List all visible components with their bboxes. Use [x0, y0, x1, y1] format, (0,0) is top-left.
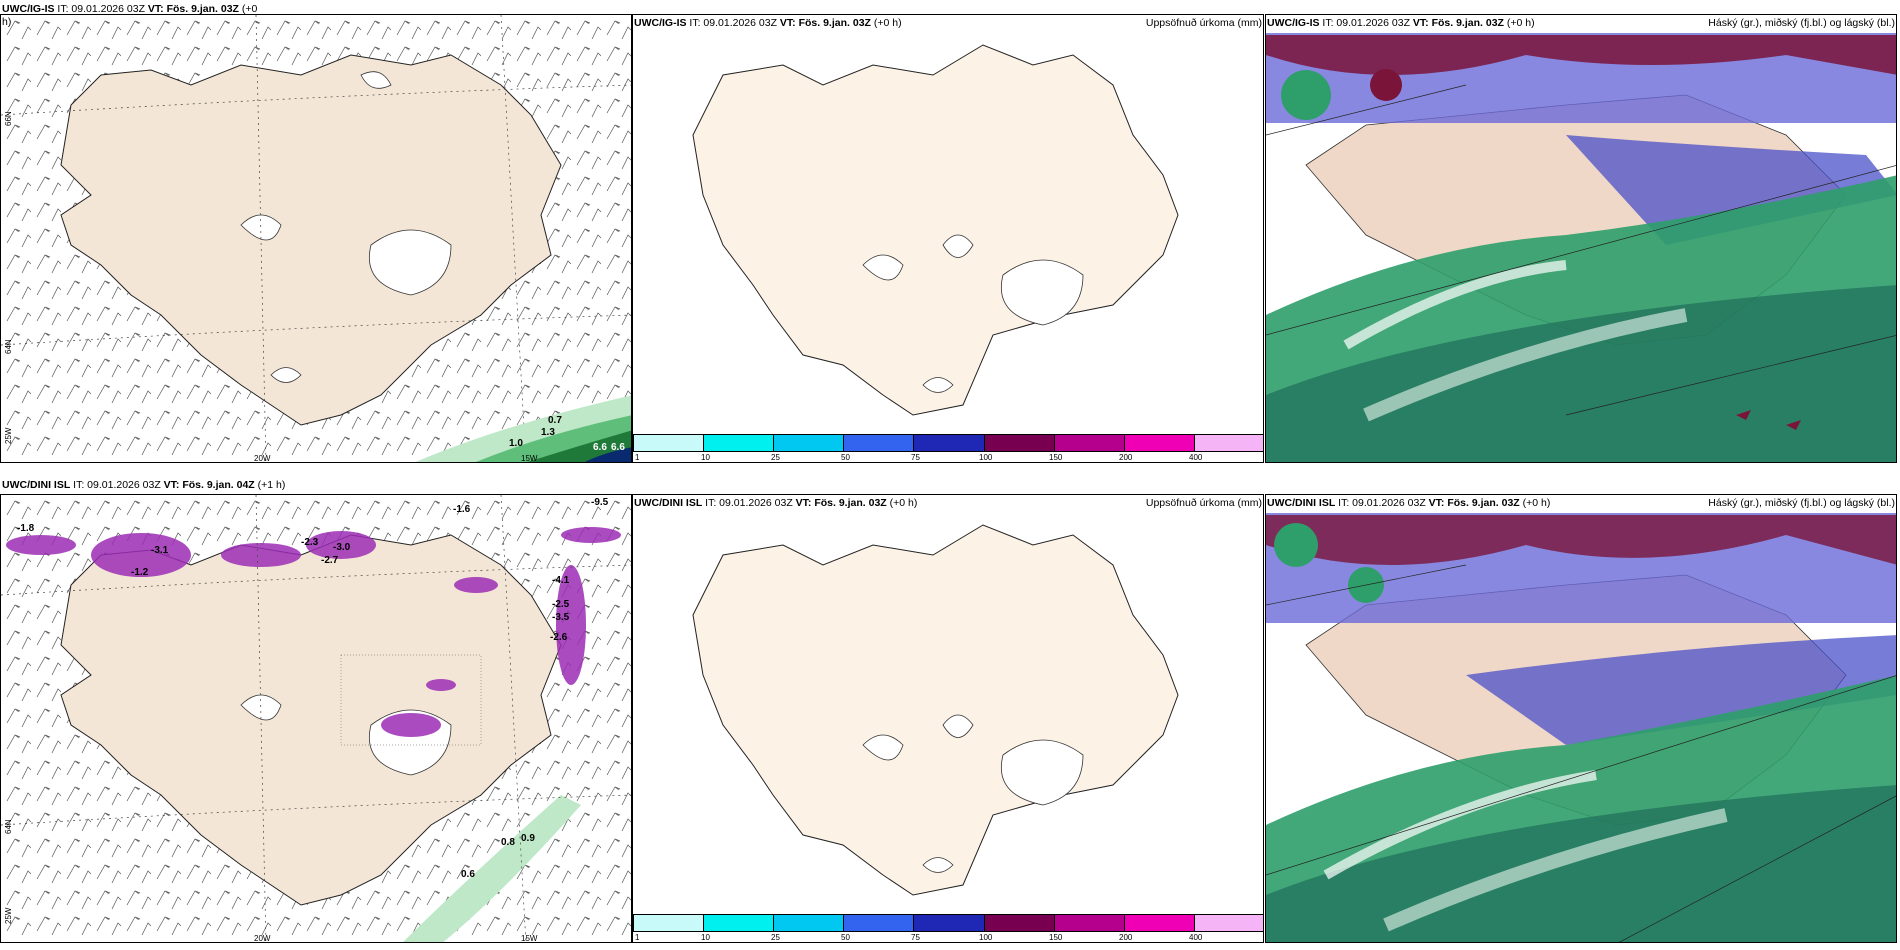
colorbar-tick: 150 — [1049, 453, 1063, 462]
colorbar-tick: 50 — [841, 453, 850, 462]
lon-label: 20W — [254, 454, 271, 463]
panel-wind-dini: -1.8 -1.6 -2.3 -3.0 -3.1 -1.2 -2.7 -4.1 … — [0, 479, 632, 943]
map-frame — [1265, 494, 1897, 943]
panel-title: UWC/IG-IS IT: 09.01.2026 03Z VT: Fös. 9.… — [2, 3, 258, 15]
colorbar-tick: 200 — [1119, 453, 1133, 462]
colorbar-tick: 150 — [1049, 933, 1063, 942]
colorbar-swatch — [634, 915, 705, 931]
temp-label: 0.7 — [548, 415, 562, 426]
map-frame: -1.8 -1.6 -2.3 -3.0 -3.1 -1.2 -2.7 -4.1 … — [0, 494, 632, 943]
temp-label: 0.9 — [521, 833, 535, 844]
colorbar-swatch — [984, 435, 1055, 451]
colorbar-tick: 1 — [635, 933, 640, 942]
colorbar-swatch — [844, 435, 915, 451]
colorbar-swatch — [774, 915, 845, 931]
colorbar-tick: 100 — [979, 453, 993, 462]
colorbar-swatch — [914, 435, 985, 451]
lon-label: 20W — [254, 934, 271, 943]
colorbar-tick: 50 — [841, 933, 850, 942]
panel-wind-igis: 0.7 1.0 1.3 6.6 6.6 20W 15W 66N 64N 25W … — [0, 3, 632, 463]
lat-label: 64N — [4, 819, 13, 834]
colorbar — [633, 914, 1263, 932]
panel-precip-dini: 1 10 25 50 75 100 150 200 400 UWC/DINI I… — [632, 494, 1264, 943]
temp-label: -1.2 — [131, 567, 149, 578]
lon-label: 15W — [521, 934, 538, 943]
temp-label: -2.6 — [550, 632, 568, 643]
colorbar-swatch — [1124, 915, 1195, 931]
colorbar-tick: 75 — [911, 453, 920, 462]
colorbar-tick: 75 — [911, 933, 920, 942]
colorbar-tick: 400 — [1189, 933, 1203, 942]
wind-map: -1.8 -1.6 -2.3 -3.0 -3.1 -1.2 -2.7 -4.1 … — [1, 495, 631, 943]
temp-label: 6.6 — [593, 442, 607, 453]
panel-title-wrap: h) — [2, 16, 12, 28]
colorbar-swatch — [774, 435, 845, 451]
temp-label: 1.3 — [541, 427, 555, 438]
temp-label: -2.7 — [321, 555, 339, 566]
cloud-map — [1266, 33, 1896, 462]
temp-label: 6.6 — [611, 442, 625, 453]
colorbar-swatch — [844, 915, 915, 931]
temp-label: 0.6 — [461, 869, 475, 880]
colorbar-swatch — [1194, 435, 1263, 451]
lon-label: 25W — [4, 907, 13, 924]
colorbar-tick: 400 — [1189, 453, 1203, 462]
temp-label: -9.5 — [591, 497, 609, 508]
temp-label: 0.8 — [501, 837, 515, 848]
wind-map: 0.7 1.0 1.3 6.6 6.6 20W 15W 66N 64N 25W — [1, 15, 631, 463]
colorbar-swatch — [1054, 915, 1125, 931]
temp-label: -1.6 — [453, 504, 471, 515]
colorbar-swatch — [1194, 915, 1263, 931]
panel-variable: Uppsöfnuð úrkoma (mm) — [1145, 497, 1262, 509]
panel-title: UWC/IG-IS IT: 09.01.2026 03Z VT: Fös. 9.… — [634, 17, 902, 29]
colorbar-swatch — [914, 915, 985, 931]
colorbar-tick: 25 — [771, 933, 780, 942]
precip-map — [692, 524, 1179, 896]
map-frame — [1265, 14, 1897, 463]
temp-label: -1.8 — [17, 523, 35, 534]
lon-label: 15W — [521, 454, 538, 463]
colorbar-swatch — [1054, 435, 1125, 451]
temp-label: -3.5 — [552, 612, 570, 623]
temp-label: -3.0 — [333, 542, 351, 553]
panel-clouds-dini: UWC/DINI ISL IT: 09.01.2026 03Z VT: Fös.… — [1265, 494, 1897, 943]
lat-label: 66N — [4, 111, 13, 126]
panel-title: UWC/DINI ISL IT: 09.01.2026 03Z VT: Fös.… — [2, 479, 286, 491]
lon-label: 25W — [4, 427, 13, 444]
panel-title: UWC/IG-IS IT: 09.01.2026 03Z VT: Fös. 9.… — [1267, 17, 1535, 29]
lat-label: 64N — [4, 339, 13, 354]
colorbar-tick: 10 — [701, 453, 710, 462]
colorbar-swatch — [634, 435, 705, 451]
temp-label: 1.0 — [509, 438, 523, 449]
colorbar-tick: 10 — [701, 933, 710, 942]
colorbar-tick: 25 — [771, 453, 780, 462]
cloud-map — [1266, 513, 1896, 942]
panel-precip-igis: 1 10 25 50 75 100 150 200 400 UWC/IG-IS … — [632, 14, 1264, 463]
colorbar-swatch — [704, 435, 775, 451]
temp-label: -2.5 — [552, 599, 570, 610]
panel-title: UWC/DINI ISL IT: 09.01.2026 03Z VT: Fös.… — [634, 497, 918, 509]
temp-label: -3.1 — [151, 545, 169, 556]
map-frame: 1 10 25 50 75 100 150 200 400 — [632, 494, 1264, 943]
panel-title: UWC/DINI ISL IT: 09.01.2026 03Z VT: Fös.… — [1267, 497, 1551, 509]
panel-variable: Háský (gr.), miðský (fj.bl.) og lágský (… — [1708, 17, 1895, 29]
colorbar-swatch — [1124, 435, 1195, 451]
colorbar-swatch — [984, 915, 1055, 931]
colorbar-tick: 1 — [635, 453, 640, 462]
panel-variable: Háský (gr.), miðský (fj.bl.) og lágský (… — [1708, 497, 1895, 509]
colorbar-ticks: 1 10 25 50 75 100 150 200 400 — [633, 933, 1263, 942]
map-frame: 1 10 25 50 75 100 150 200 400 — [632, 14, 1264, 463]
panel-clouds-igis: UWC/IG-IS IT: 09.01.2026 03Z VT: Fös. 9.… — [1265, 14, 1897, 463]
panel-variable: Uppsöfnuð úrkoma (mm) — [1145, 17, 1262, 29]
precip-map — [692, 44, 1179, 416]
map-frame: 0.7 1.0 1.3 6.6 6.6 20W 15W 66N 64N 25W — [0, 14, 632, 463]
temp-label: -2.3 — [301, 537, 319, 548]
temp-label: -4.1 — [552, 575, 570, 586]
colorbar-tick: 100 — [979, 933, 993, 942]
colorbar-tick: 200 — [1119, 933, 1133, 942]
colorbar-ticks: 1 10 25 50 75 100 150 200 400 — [633, 453, 1263, 462]
colorbar — [633, 434, 1263, 452]
colorbar-swatch — [704, 915, 775, 931]
